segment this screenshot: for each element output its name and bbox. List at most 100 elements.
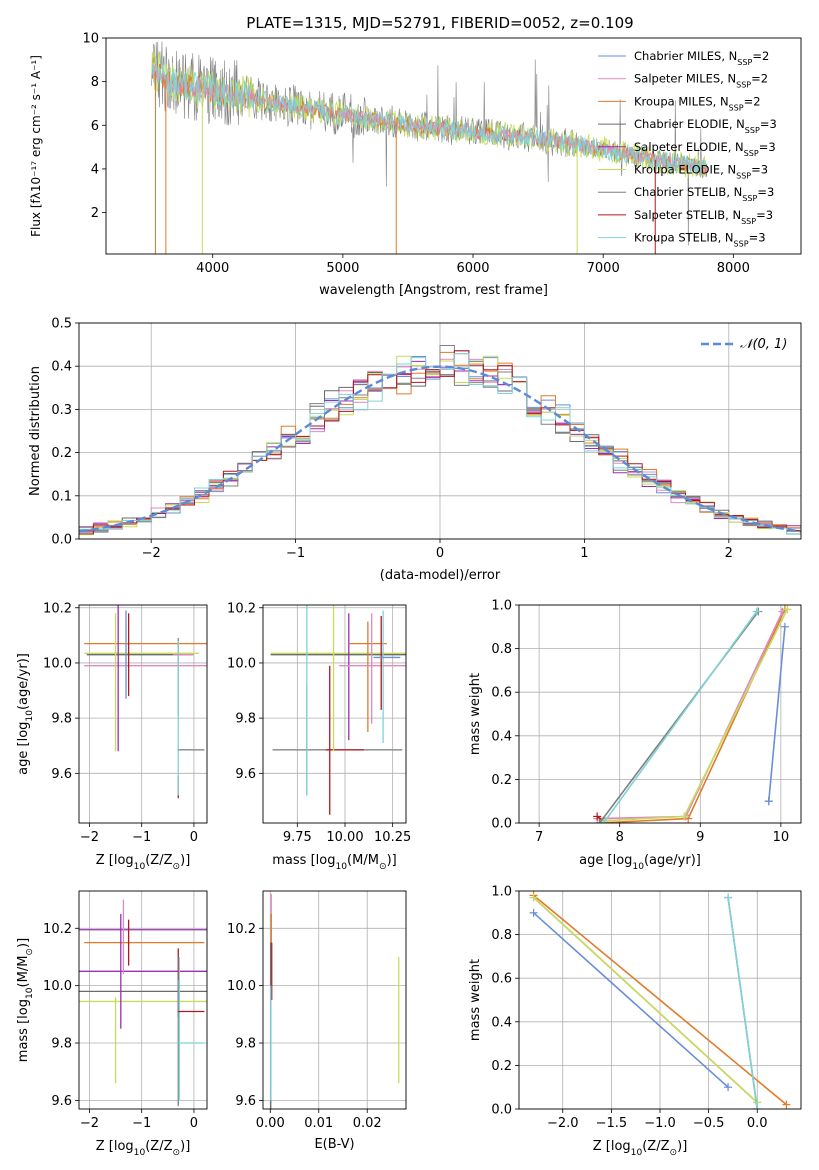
- ageM-xlabel-part: (M/M: [347, 853, 379, 868]
- x-tick-label: 0.01: [304, 1116, 333, 1131]
- wAge-xlabel: age [log10(age/yr)]: [579, 853, 701, 872]
- ageZ-xlabel-part: )]: [180, 853, 190, 868]
- x-tick-label: 4000: [196, 261, 229, 276]
- weight-line: [601, 609, 789, 822]
- legend-label-part: =3: [751, 163, 768, 177]
- y-tick-label: 0.4: [491, 729, 512, 744]
- weight-line: [597, 611, 784, 820]
- x-tick-label: −1.0: [644, 1116, 676, 1131]
- weight-line: [533, 912, 729, 1088]
- x-tick-label: −0.5: [693, 1116, 725, 1131]
- spectrum-xlabel: wavelength [Angstrom, rest frame]: [319, 283, 548, 298]
- plot-area: [79, 345, 801, 536]
- y-tick-label: 0.0: [51, 533, 72, 548]
- axes-frame: [262, 890, 407, 1110]
- plot-area: [79, 899, 207, 1107]
- legend-label-part: SSP: [742, 194, 757, 203]
- weight-line: [602, 611, 758, 823]
- legend-label-part: =3: [757, 185, 774, 199]
- axes: −2 −1 09.69.810.010.2Z [log10(Z/Z⊙)]age [l…: [16, 601, 208, 872]
- massZ-ylabel: mass [log10(M/M⊙)]: [16, 938, 35, 1062]
- legend-label-part: SSP: [736, 80, 751, 89]
- wZ-xlabel: Z [log10(Z/Z⊙)]: [593, 1139, 688, 1158]
- legend-label: Kroupa STELIB, NSSP=3: [634, 231, 766, 249]
- wZ-xlabel-part: )]: [677, 1139, 687, 1154]
- y-tick-label: 0.2: [491, 1059, 512, 1074]
- ageZ-ylabel-part: 10: [25, 710, 35, 722]
- plot-area: [593, 605, 792, 823]
- x-tick-label: −1.5: [596, 1116, 628, 1131]
- axes: −2 −1 0 1 2 0.0 0.1 0.2 0.3 0.4 0.5 (data-model)/er…: [28, 317, 802, 583]
- y-tick-label: 9.8: [235, 1037, 256, 1052]
- ageZ-xlabel-part: Z [log: [96, 853, 134, 868]
- axes: 0.00 0.01 0.02 9.6 9.8 10.0 10.2 E(B-V): [227, 890, 407, 1152]
- plot-area: [529, 891, 791, 1109]
- hist-ylabel: Normed distribution: [28, 366, 43, 496]
- legend-label-part: =2: [751, 72, 768, 86]
- y-tick-label: 0.1: [51, 489, 72, 504]
- legend-label-part: Salpeter ELODIE, N: [634, 140, 744, 154]
- x-tick-label: 0: [436, 546, 444, 561]
- legend-label: Chabrier STELIB, NSSP=3: [634, 185, 774, 203]
- y-tick-label: 10.0: [227, 979, 256, 994]
- x-tick-label: 0.02: [353, 1116, 382, 1131]
- y-tick-label: 10.0: [43, 656, 72, 671]
- x-tick-label: 0.00: [256, 1116, 285, 1131]
- x-tick-label: 0: [190, 830, 198, 845]
- x-tick-label: −1: [132, 830, 151, 845]
- y-tick-label: 9.6: [51, 767, 72, 782]
- legend-label-part: Kroupa MILES, N: [634, 94, 729, 108]
- age-vs-mass-panel: 9.75 10.00 10.25 9.6 9.8 10.0 10.2 mass [log10(…: [227, 601, 411, 872]
- spectrum-ylabel: Flux [fλ10⁻¹⁷ erg cm⁻² s⁻¹ A⁻¹]: [29, 55, 43, 237]
- ageM-xlabel-part: 10: [335, 862, 347, 872]
- y-tick-label: 10.2: [43, 922, 72, 937]
- x-tick-label: 8: [616, 830, 624, 845]
- y-tick-label: 0.6: [491, 686, 512, 701]
- weight-line: [533, 894, 787, 1106]
- legend-label: Salpeter MILES, NSSP=2: [634, 72, 768, 90]
- massZ-ylabel-part: 10: [25, 987, 35, 999]
- x-tick-label: −1: [132, 1116, 151, 1131]
- grid: [519, 604, 801, 824]
- axes-frame: [78, 604, 208, 824]
- y-tick-label: 0.5: [51, 317, 72, 332]
- x-tick-label: −2: [80, 1116, 99, 1131]
- y-tick-label: 0.3: [51, 403, 72, 418]
- legend-label: Salpeter ELODIE, NSSP=3: [634, 140, 776, 158]
- y-tick-label: 9.6: [235, 767, 256, 782]
- y-tick-label: 0.8: [491, 642, 512, 657]
- legend-label-part: SSP: [744, 148, 759, 157]
- massZ-xlabel-part: Z [log: [96, 1139, 134, 1154]
- y-tick-label: 0.0: [491, 1103, 512, 1118]
- spectrum-model-line: [151, 51, 707, 179]
- weight-line: [533, 896, 758, 1104]
- x-tick-label: 6000: [456, 261, 489, 276]
- legend-label-part: Chabrier MILES, N: [634, 49, 737, 63]
- axes-frame: [262, 604, 407, 824]
- weight-line: [727, 897, 758, 1109]
- weight-vs-metallicity-panel: −2.0 −1.5 −1.0 −0.5 0.0 0.0 0.2 0.4 0.6 0.8 1.0 mas…: [468, 885, 802, 1158]
- wAge-xlabel-part: 10: [632, 862, 644, 872]
- y-tick-label: 9.6: [235, 1094, 256, 1109]
- y-tick-label: 4: [91, 162, 99, 177]
- x-tick-label: −2: [80, 830, 99, 845]
- y-tick-label: 0.2: [491, 773, 512, 788]
- x-tick-label: −2.0: [547, 1116, 579, 1131]
- ageM-xlabel-part: ⊙: [379, 862, 387, 872]
- legend-label-part: Salpeter STELIB, N: [634, 208, 741, 222]
- massZ-xlabel-part: (Z/Z: [145, 1139, 172, 1154]
- massZ-xlabel: Z [log10(Z/Z⊙)]: [96, 1139, 191, 1158]
- x-tick-label: 8000: [717, 261, 750, 276]
- axes: −2.0 −1.5 −1.0 −0.5 0.0 0.0 0.2 0.4 0.6 0.8 1.0 mas…: [468, 885, 802, 1158]
- x-tick-label: 2: [725, 546, 733, 561]
- weight-ylabel: mass weight: [468, 673, 483, 755]
- ageM-xlabel: mass [log10(M/M⊙)]: [272, 853, 396, 872]
- ageZ-ylabel-part: age [log: [16, 722, 31, 775]
- grid: [263, 891, 406, 1109]
- ageZ-ylabel-part: (age/yr)]: [16, 653, 31, 710]
- massZ-xlabel-part: 10: [134, 1148, 146, 1158]
- massZ-ylabel-part: mass [log: [16, 999, 31, 1062]
- weight-line: [768, 626, 786, 802]
